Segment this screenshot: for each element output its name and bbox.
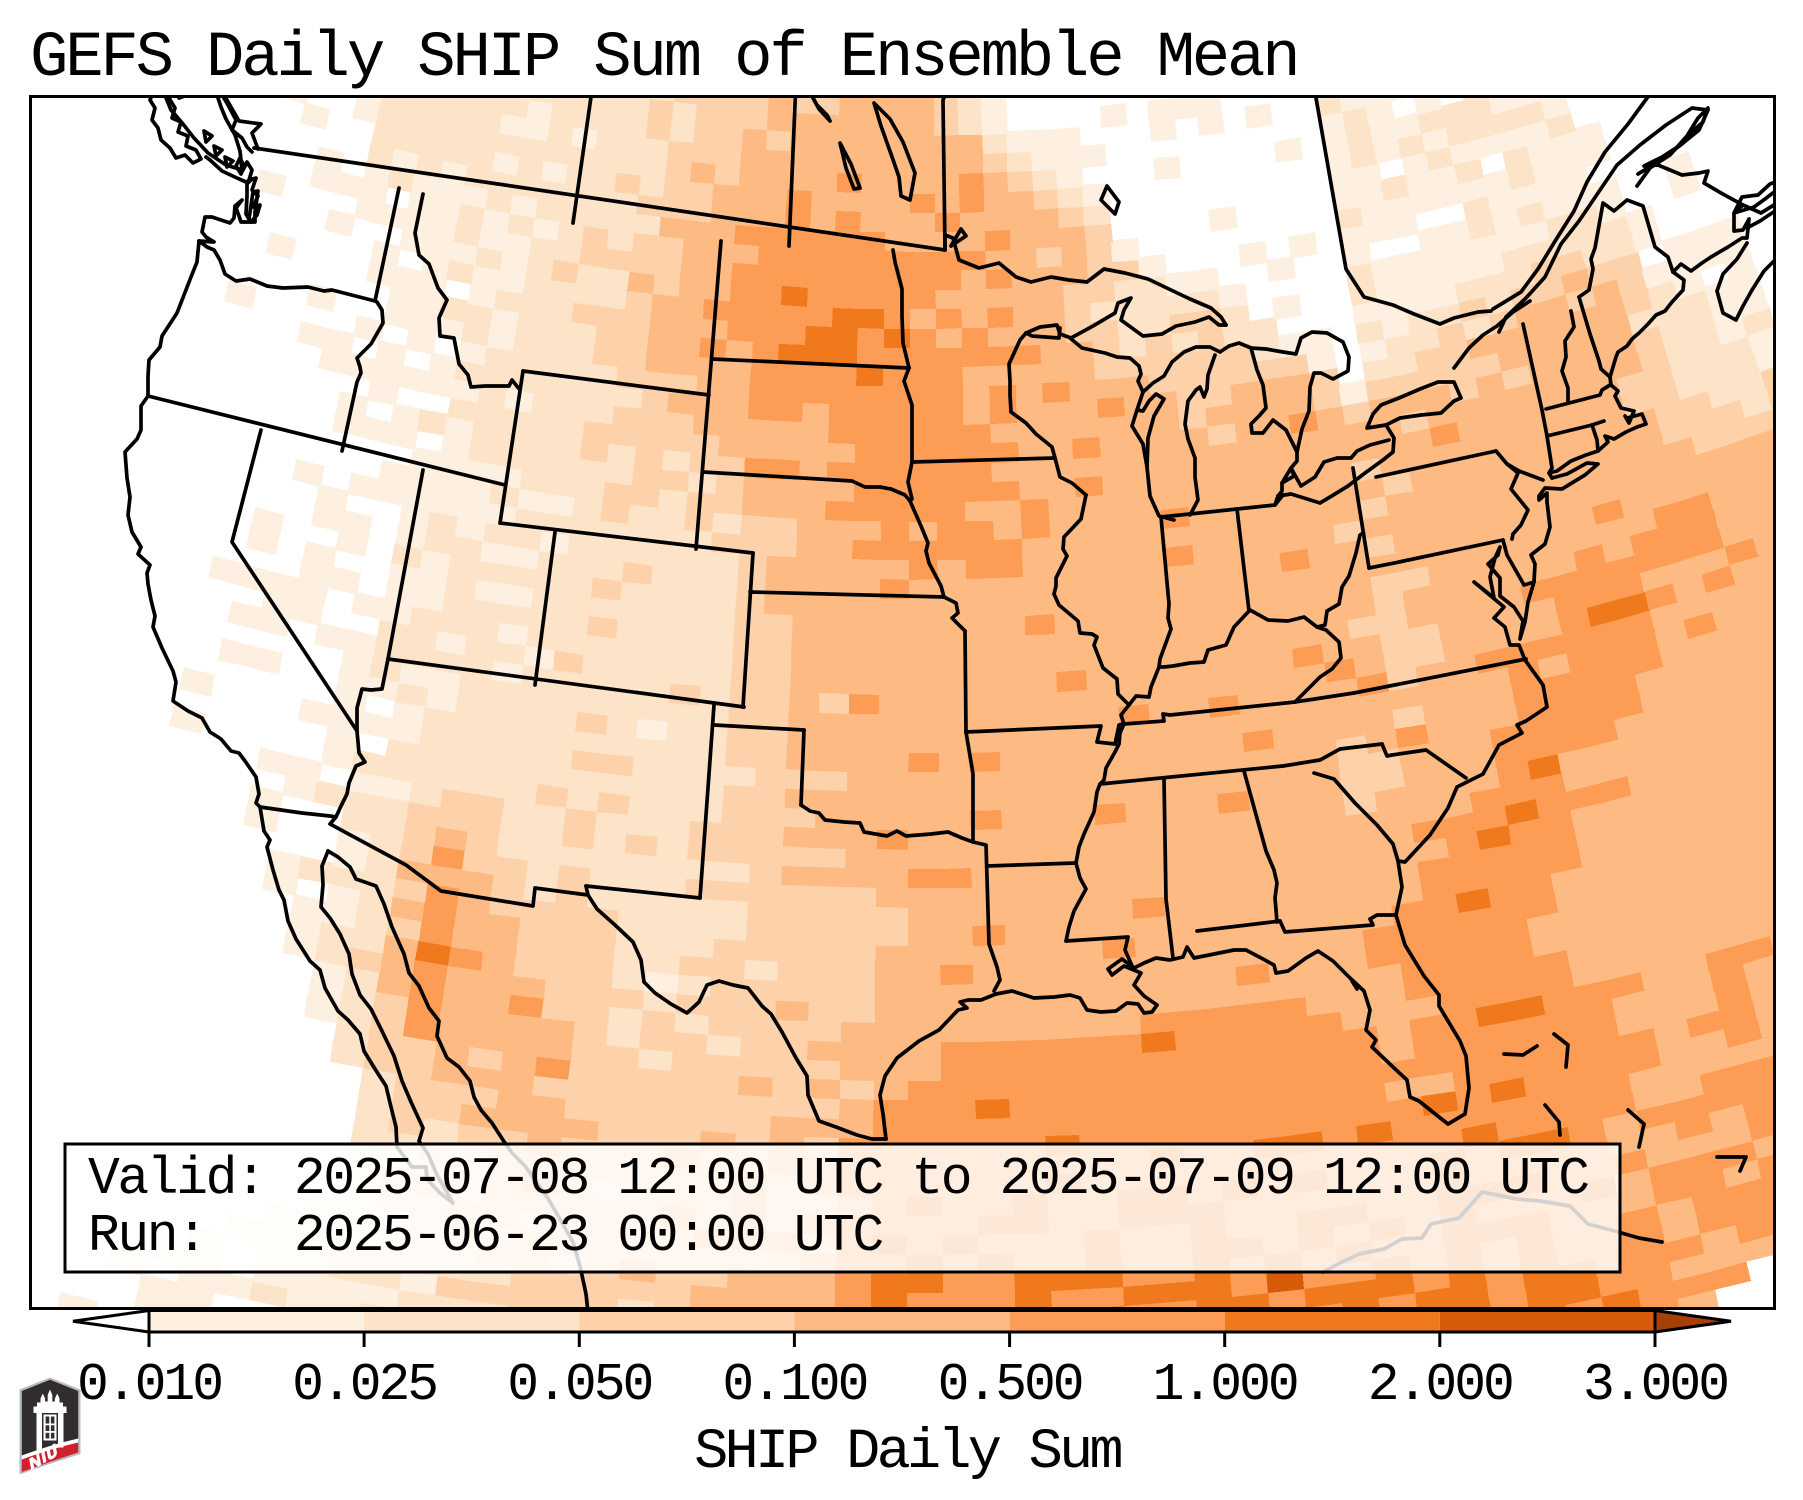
svg-text:Run: 2025-06-23 00:00 UTC: Run: 2025-06-23 00:00 UTC <box>88 1206 883 1266</box>
svg-text:0.010: 0.010 <box>77 1355 221 1415</box>
svg-text:2.000: 2.000 <box>1368 1355 1512 1415</box>
svg-text:0.500: 0.500 <box>938 1355 1082 1415</box>
svg-text:SHIP Daily Sum: SHIP Daily Sum <box>694 1421 1121 1485</box>
svg-text:0.025: 0.025 <box>292 1355 436 1415</box>
svg-text:Valid: 2025-07-08 12:00 UTC to: Valid: 2025-07-08 12:00 UTC to 2025-07-0… <box>88 1149 1588 1209</box>
svg-text:0.100: 0.100 <box>722 1355 866 1415</box>
svg-text:0.050: 0.050 <box>507 1355 651 1415</box>
svg-text:3.000: 3.000 <box>1583 1355 1727 1415</box>
svg-text:1.000: 1.000 <box>1153 1355 1297 1415</box>
